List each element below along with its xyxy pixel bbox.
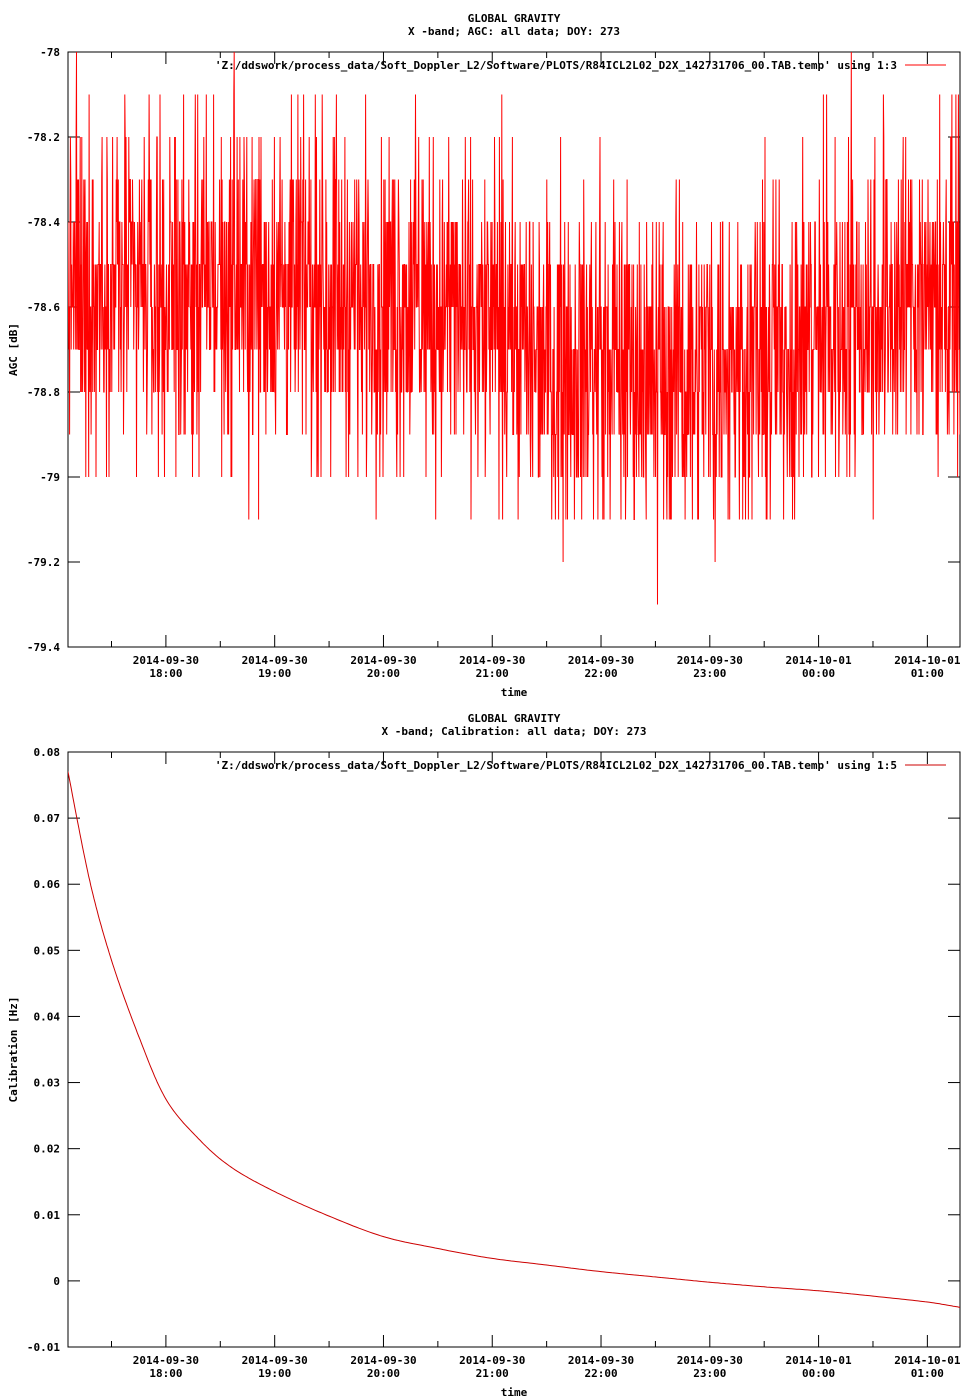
- calibration-data-point: [546, 1264, 547, 1266]
- calibration-data-point: [709, 1281, 711, 1283]
- calibration-data-point: [274, 1191, 276, 1192]
- x-tick-label-time: 20:00: [367, 1367, 400, 1380]
- plot-frame: [67, 751, 961, 1348]
- x-tick-label-time: 18:00: [149, 667, 182, 680]
- calibration-series-line: [68, 771, 960, 1308]
- y-tick-label: -79: [40, 471, 60, 484]
- chart-title: GLOBAL GRAVITY: [468, 12, 561, 25]
- chart-title: GLOBAL GRAVITY: [468, 712, 561, 725]
- chart-subtitle: X -band; AGC: all data; DOY: 273: [408, 25, 620, 38]
- x-tick-label-date: 2014-10-01: [785, 654, 852, 667]
- calibration-data-point: [89, 880, 91, 882]
- x-tick-label-date: 2014-10-01: [894, 654, 961, 667]
- y-tick-label: 0.03: [34, 1077, 61, 1090]
- y-tick-label: 0.06: [34, 878, 61, 891]
- calibration-data-point: [600, 1271, 602, 1272]
- x-axis-label: time: [501, 1386, 528, 1399]
- x-tick-label-date: 2014-09-30: [459, 654, 525, 667]
- x-tick-label-date: 2014-09-30: [568, 654, 634, 667]
- x-tick-label-date: 2014-09-30: [350, 654, 416, 667]
- calibration-data-point: [165, 1098, 167, 1100]
- y-tick-label: 0.05: [34, 944, 61, 957]
- y-axis-label: AGC [dB]: [7, 323, 20, 376]
- x-tick-label-time: 00:00: [802, 667, 835, 680]
- legend-label: 'Z:/ddswork/process_data/Soft_Doppler_L2…: [215, 759, 897, 772]
- calibration-data-point: [872, 1295, 874, 1297]
- y-tick-label: -79.2: [27, 556, 60, 569]
- x-tick-label-date: 2014-09-30: [677, 654, 743, 667]
- x-tick-label-date: 2014-09-30: [242, 1354, 308, 1367]
- calibration-data-point: [68, 771, 69, 773]
- y-tick-label: -79.4: [27, 641, 60, 654]
- calibration-data-point: [230, 1166, 232, 1168]
- x-tick-label-time: 18:00: [149, 1367, 182, 1380]
- calibration-data-point: [328, 1215, 330, 1217]
- y-tick-label: 0: [53, 1275, 60, 1288]
- calibration-data-point: [927, 1301, 928, 1303]
- y-tick-label: -78.8: [27, 386, 60, 399]
- x-tick-label-date: 2014-09-30: [350, 1354, 416, 1367]
- calibration-data-point: [655, 1276, 656, 1278]
- y-tick-label: -78.4: [27, 216, 60, 229]
- x-tick-label-time: 19:00: [258, 1367, 291, 1380]
- calibration-data-point: [818, 1290, 819, 1292]
- x-tick-label-time: 19:00: [258, 667, 291, 680]
- calibration-data-point: [763, 1286, 765, 1288]
- y-tick-label: 0.07: [34, 812, 61, 825]
- y-tick-label: 0.01: [34, 1209, 61, 1222]
- chart-subtitle: X -band; Calibration: all data; DOY: 273: [382, 725, 647, 738]
- x-tick-label-time: 21:00: [476, 667, 509, 680]
- x-tick-label-time: 01:00: [911, 1367, 944, 1380]
- x-axis-label: time: [501, 686, 528, 699]
- x-tick-label-time: 01:00: [911, 667, 944, 680]
- y-tick-label: -78: [40, 46, 60, 59]
- y-tick-label: -78.2: [27, 131, 60, 144]
- calibration-data-point: [491, 1258, 493, 1259]
- x-tick-label-date: 2014-09-30: [568, 1354, 634, 1367]
- agc-series-line: [68, 52, 960, 605]
- calibration-data-point: [437, 1248, 439, 1249]
- y-tick-label: 0.02: [34, 1143, 61, 1156]
- x-tick-label-time: 22:00: [584, 1367, 617, 1380]
- x-tick-label-date: 2014-10-01: [894, 1354, 961, 1367]
- y-tick-label: 0.04: [34, 1010, 61, 1023]
- x-tick-label-time: 23:00: [693, 1367, 726, 1380]
- y-tick-label: -0.01: [27, 1341, 60, 1354]
- y-tick-label: 0.08: [34, 746, 61, 759]
- y-tick-label: -78.6: [27, 301, 60, 314]
- x-tick-label-date: 2014-09-30: [677, 1354, 743, 1367]
- x-tick-label-date: 2014-09-30: [242, 654, 308, 667]
- x-tick-label-time: 00:00: [802, 1367, 835, 1380]
- x-tick-label-date: 2014-09-30: [133, 1354, 199, 1367]
- calibration-data-point: [138, 1035, 140, 1037]
- calibration-data-point: [198, 1138, 199, 1140]
- x-tick-label-date: 2014-09-30: [459, 1354, 525, 1367]
- x-tick-label-time: 22:00: [584, 667, 617, 680]
- x-tick-label-time: 20:00: [367, 667, 400, 680]
- x-tick-label-date: 2014-10-01: [785, 1354, 852, 1367]
- y-axis-label: Calibration [Hz]: [7, 997, 20, 1103]
- x-tick-label-date: 2014-09-30: [133, 654, 199, 667]
- calibration-data-point: [383, 1236, 384, 1237]
- legend-label: 'Z:/ddswork/process_data/Soft_Doppler_L2…: [215, 59, 897, 72]
- calibration-data-point: [111, 959, 112, 961]
- x-tick-label-time: 21:00: [476, 1367, 509, 1380]
- x-tick-label-time: 23:00: [693, 667, 726, 680]
- calibration-data-point: [959, 1306, 960, 1308]
